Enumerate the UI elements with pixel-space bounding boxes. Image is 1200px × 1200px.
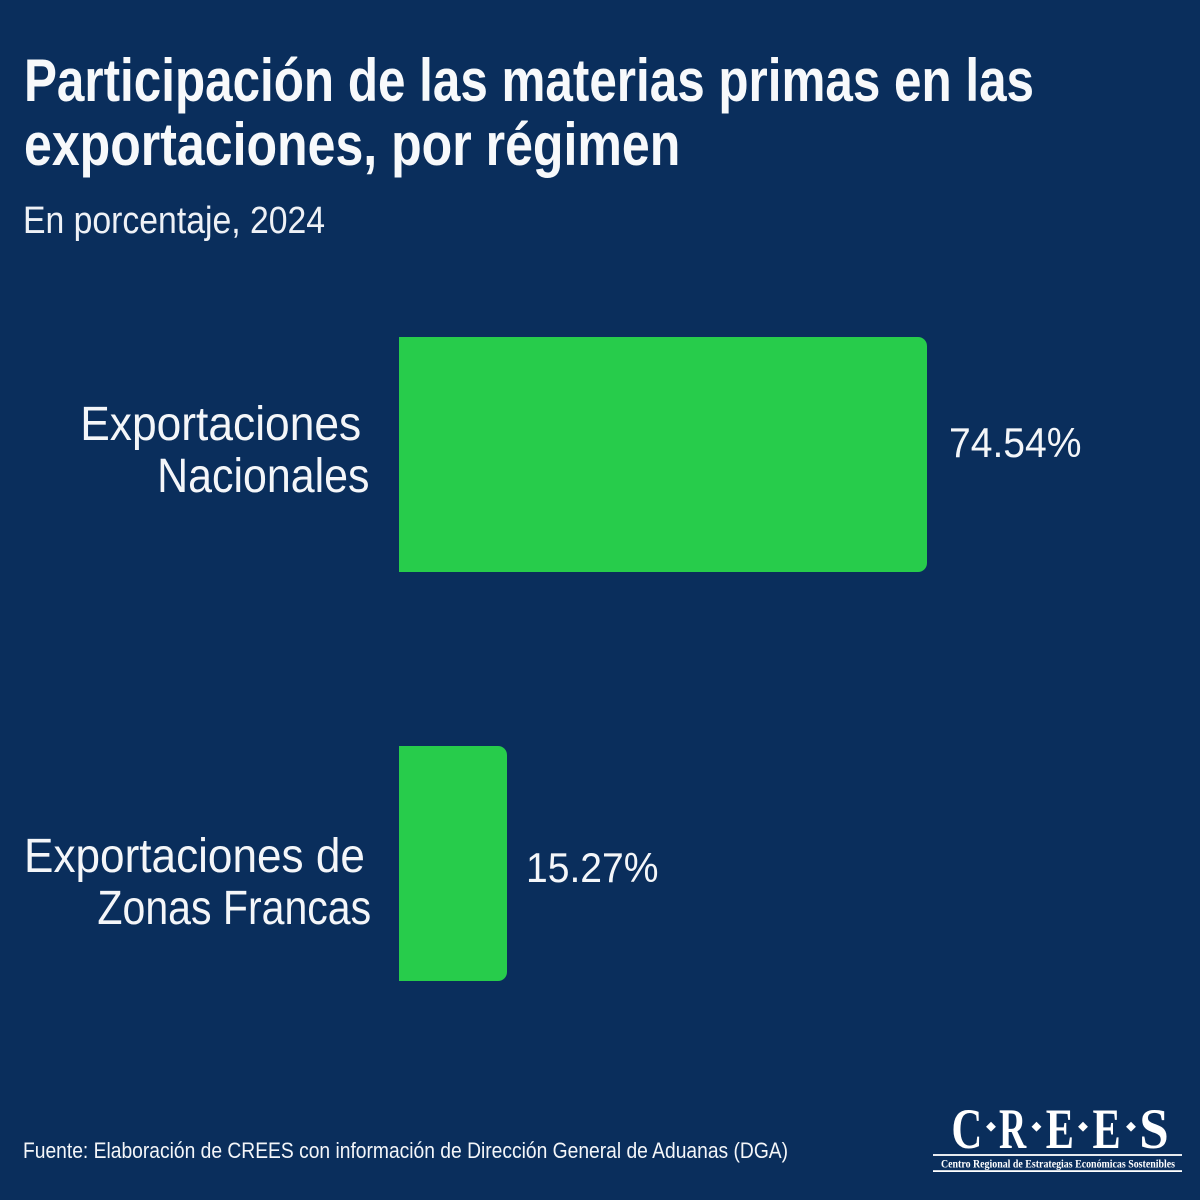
svg-text:C: C xyxy=(951,1098,982,1161)
svg-text:E: E xyxy=(1093,1098,1121,1161)
svg-text:E: E xyxy=(1046,1098,1074,1161)
svg-text:R: R xyxy=(999,1098,1027,1161)
svg-text:Centro Regional de Estrategias: Centro Regional de Estrategias Económica… xyxy=(941,1157,1175,1171)
svg-text:S: S xyxy=(1139,1098,1169,1161)
